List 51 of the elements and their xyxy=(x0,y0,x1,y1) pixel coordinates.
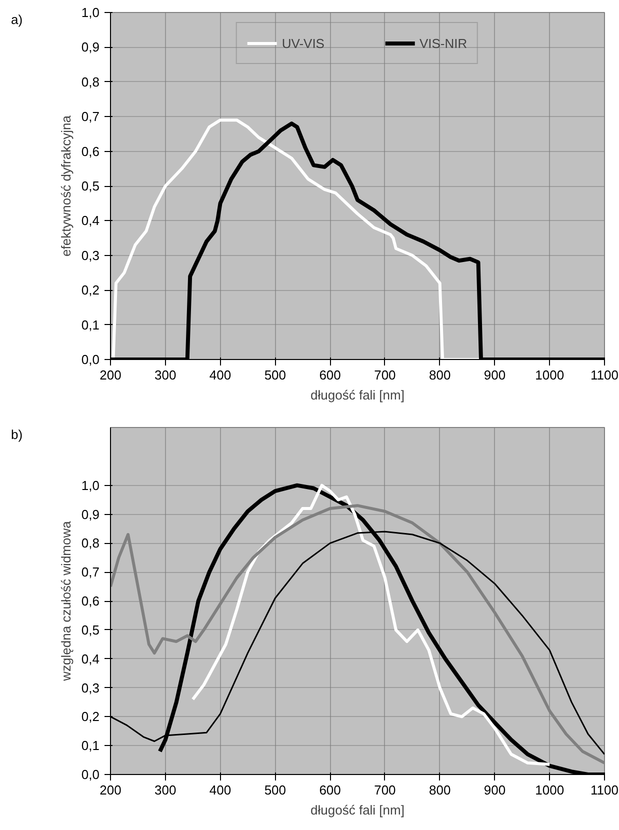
x-tick-label: 800 xyxy=(428,782,451,798)
y-tick-label: 0,8 xyxy=(81,536,100,551)
x-tick-label: 300 xyxy=(154,782,176,798)
y-tick-label: 1,0 xyxy=(81,5,100,20)
x-tick-label: 200 xyxy=(100,782,122,798)
x-tick-label: 500 xyxy=(264,782,286,798)
x-tick-label: 1100 xyxy=(590,782,618,798)
y-tick-label: 0,3 xyxy=(81,680,100,696)
y-tick-label: 0,9 xyxy=(81,40,100,55)
x-tick-label: 700 xyxy=(374,368,396,382)
y-tick-label: 0,7 xyxy=(81,564,100,580)
y-tick-label: 0,5 xyxy=(81,178,100,194)
x-tick-label: 1000 xyxy=(535,782,564,798)
x-tick-label: 400 xyxy=(209,782,232,798)
x-tick-label: 600 xyxy=(319,368,341,382)
legend-label: UV-VIS xyxy=(282,36,324,50)
y-tick-label: 0,2 xyxy=(81,282,100,298)
y-axis-title: efektywność dyfrakcyjna xyxy=(58,114,74,256)
x-tick-label: 700 xyxy=(374,782,396,798)
x-tick-label: 1100 xyxy=(590,368,618,382)
x-tick-label: 900 xyxy=(484,782,506,798)
x-tick-label: 200 xyxy=(100,368,122,382)
x-tick-label: 1000 xyxy=(535,368,564,382)
y-tick-label: 0,7 xyxy=(81,109,100,124)
y-axis-title: względna czułość widmowa xyxy=(58,520,74,682)
text: a) xyxy=(11,11,23,29)
y-tick-label: 0,1 xyxy=(81,738,100,754)
x-tick-label: 800 xyxy=(428,368,451,382)
text: b) xyxy=(11,426,23,444)
y-tick-label: 1,0 xyxy=(81,478,100,493)
y-tick-label: 0,3 xyxy=(81,248,100,263)
x-tick-label: 300 xyxy=(154,368,176,382)
y-tick-label: 0,6 xyxy=(81,144,100,159)
y-tick-label: 0,9 xyxy=(81,506,100,522)
x-tick-label: 600 xyxy=(319,782,341,798)
y-tick-label: 0,4 xyxy=(81,651,100,666)
line-series xyxy=(191,484,552,766)
y-tick-label: 0,5 xyxy=(81,622,100,638)
y-tick-label: 0,0 xyxy=(81,767,100,782)
x-axis-title: długość fali [nm] xyxy=(310,802,404,818)
x-axis-title: długość fali [nm] xyxy=(310,388,404,402)
x-tick-label: 400 xyxy=(209,368,232,382)
y-tick-label: 0,2 xyxy=(81,709,100,724)
y-tick-label: 0,0 xyxy=(81,352,100,367)
x-tick-label: 900 xyxy=(484,368,506,382)
y-tick-label: 0,1 xyxy=(81,317,100,332)
y-tick-label: 0,6 xyxy=(81,594,100,608)
y-tick-label: 0,8 xyxy=(81,74,100,90)
y-tick-label: 0,4 xyxy=(81,213,100,228)
legend-label: VIS-NIR xyxy=(419,36,468,50)
x-tick-label: 500 xyxy=(264,368,286,382)
